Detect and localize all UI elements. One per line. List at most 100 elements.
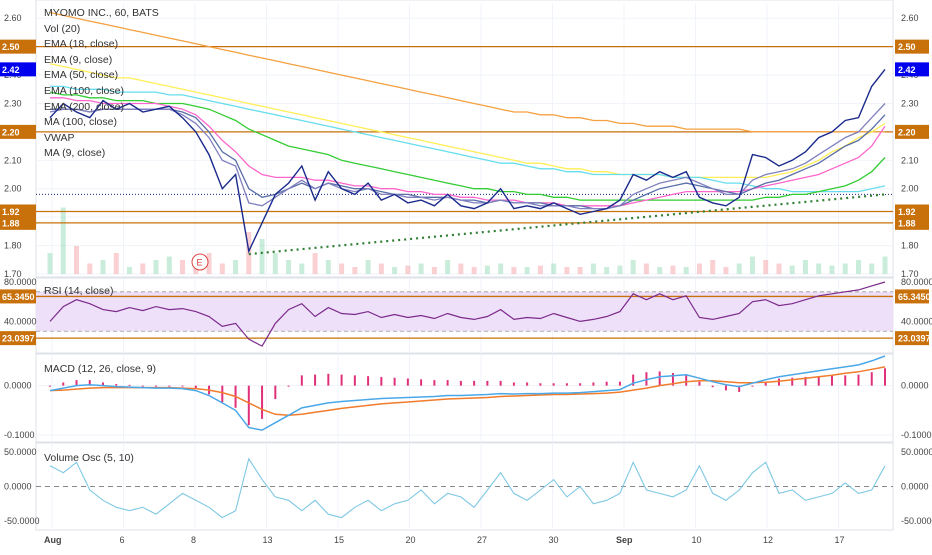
volume-bar [855, 260, 861, 274]
macd-histogram-bar [738, 385, 741, 392]
macd-histogram-bar [830, 375, 833, 386]
legend-symbol[interactable]: MYOMO INC., 60, BATS [44, 7, 159, 19]
volume-osc-panel-label[interactable]: Volume Osc (5, 10) [44, 452, 134, 464]
macd-histogram-bar [751, 385, 754, 387]
y-tick-label: 2.00 [4, 184, 22, 194]
legend-item[interactable]: EMA (200, close) [44, 100, 124, 113]
macd-histogram-bar [777, 378, 780, 386]
macd-tick-label: -0.1000 [4, 430, 35, 440]
legend-item[interactable]: MA (100, close) [44, 116, 117, 129]
volume-bar [670, 265, 676, 274]
level-label-right: 1.88 [898, 218, 916, 228]
macd-histogram-bar [592, 382, 595, 386]
macd-histogram-bar [367, 376, 370, 386]
volume-bar [524, 267, 530, 274]
macd-histogram-bar [473, 380, 476, 386]
level-label-left: 1.92 [2, 207, 20, 217]
rsi-tick-label: 40.0000 [4, 316, 37, 326]
x-tick-label: 17 [835, 535, 845, 545]
rsi-tick-label: 80.0000 [4, 277, 37, 287]
vosc-tick-label: 50.0000 [4, 447, 37, 457]
macd-histogram-bar [420, 379, 423, 386]
legend-item[interactable]: VWAP [44, 131, 75, 144]
volume-bar [100, 260, 106, 274]
volume-bar [484, 265, 490, 274]
vosc-tick-label: -50.0000 [4, 516, 40, 526]
vosc-line [49, 457, 886, 519]
price-series-line [50, 97, 886, 207]
rsi-level-label-right-bg [895, 289, 929, 304]
last-price-label-left: 2.42 [2, 65, 20, 75]
volume-bar [286, 260, 292, 274]
y-tick-label: 1.80 [901, 241, 919, 251]
vosc-tick-label: 0.0000 [901, 482, 929, 492]
macd-histogram-bar [433, 380, 436, 386]
price-series-line [49, 68, 886, 254]
legend-item[interactable]: MA (9, close) [44, 147, 106, 160]
macd-histogram-bar [539, 383, 542, 386]
macd-histogram-bar [618, 381, 621, 386]
macd-panel-label[interactable]: MACD (12, 26, close, 9) [44, 363, 157, 375]
price-series-line [49, 11, 885, 133]
macd-histogram-bar [274, 385, 277, 400]
volume-bar [696, 263, 702, 274]
volume-bar [643, 263, 649, 274]
x-tick-label: 30 [549, 535, 559, 545]
y-tick-label: 2.60 [4, 13, 22, 23]
macd-histogram-bar [102, 382, 105, 386]
y-tick-label: 2.10 [901, 155, 919, 165]
macd-histogram-bar [526, 382, 529, 386]
panel-main [35, 0, 894, 278]
x-tick-label: 13 [263, 535, 273, 545]
legend-item[interactable]: EMA (9, close) [44, 53, 113, 66]
rsi-level-label-left-bg [0, 289, 36, 304]
macd-histogram-bar [287, 385, 290, 387]
legend-item[interactable]: EMA (18, close) [44, 38, 119, 51]
macd-histogram-bar [764, 381, 767, 386]
volume-bar [723, 267, 729, 274]
macd-histogram-bar [128, 384, 131, 386]
rsi-panel-label[interactable]: RSI (14, close) [44, 285, 114, 297]
volume-bar [590, 263, 596, 274]
price-series-line [49, 91, 886, 201]
volume-bar [206, 253, 212, 274]
y-tick-label: 1.70 [901, 269, 919, 279]
macd-histogram-bar [155, 385, 158, 387]
rsi-tick-label: 40.0000 [901, 316, 932, 326]
macd-histogram-bar [88, 380, 91, 386]
volume-bar [471, 267, 477, 274]
macd-histogram-bar [115, 384, 118, 386]
y-tick-label: 2.60 [901, 13, 919, 23]
volume-bar [299, 263, 305, 274]
volume-bar [233, 260, 239, 274]
volume-bar [140, 263, 146, 274]
level-label-left-bg [0, 215, 36, 230]
vosc-tick-label: 50.0000 [901, 447, 932, 457]
rsi-level-label-right: 65.3450 [898, 292, 931, 302]
rsi-level-label-right-bg [895, 331, 929, 346]
price-series-line [50, 108, 886, 210]
legend-item[interactable]: Vol (20) [44, 22, 81, 35]
macd-histogram-bar [791, 377, 794, 386]
volume-bar [180, 260, 186, 274]
macd-histogram-bar [579, 383, 582, 386]
macd-histogram-bar [247, 385, 250, 426]
legend-item[interactable]: EMA (50, close) [44, 69, 119, 82]
macd-histogram-bar [327, 373, 330, 386]
macd-histogram-bar [552, 383, 555, 386]
volume-bar [802, 260, 808, 274]
level-label-left-bg [0, 204, 36, 219]
price-series-line [49, 103, 886, 210]
volume-bar [113, 253, 119, 274]
volume-bar [87, 263, 93, 274]
last-price-label-left-bg [0, 62, 36, 77]
volume-bar [551, 263, 557, 274]
macd-histogram-bar [380, 376, 383, 386]
y-tick-label: 2.10 [4, 155, 22, 165]
legend-item[interactable]: EMA (100, close) [44, 84, 124, 97]
volume-bar [339, 263, 345, 274]
macd-histogram-bar [605, 381, 608, 386]
x-tick-label: 10 [692, 535, 702, 545]
